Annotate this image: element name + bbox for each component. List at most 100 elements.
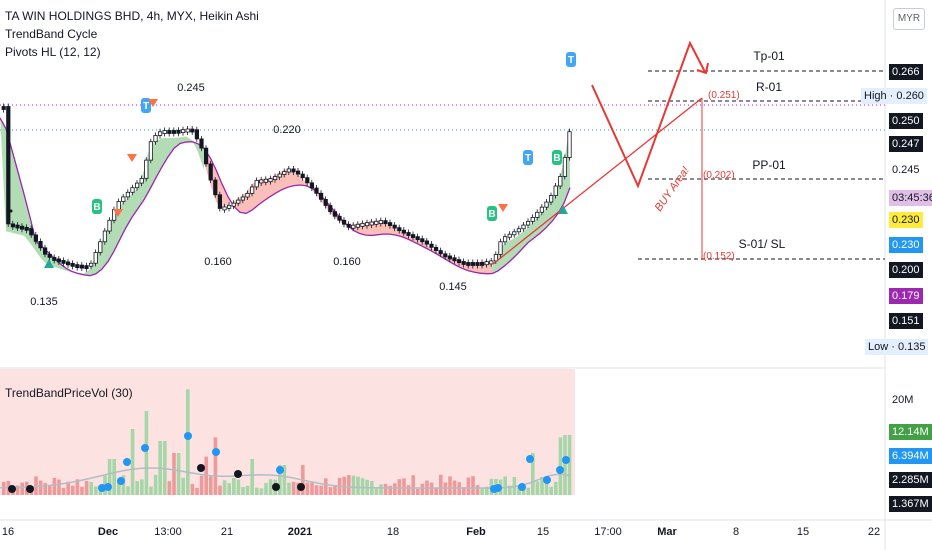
volume-bar bbox=[84, 480, 89, 495]
volume-bar bbox=[48, 484, 52, 495]
volume-bar bbox=[20, 482, 24, 495]
volume-bar bbox=[52, 477, 57, 495]
volume-bar bbox=[66, 481, 70, 495]
candle-body bbox=[553, 185, 558, 196]
volume-bar bbox=[291, 481, 296, 495]
volume-dot-blue bbox=[141, 444, 149, 452]
volume-bar bbox=[163, 441, 167, 495]
price-label: 0.247 bbox=[889, 136, 923, 152]
volume-bar bbox=[181, 477, 185, 495]
price-label: 03:45:36 bbox=[889, 190, 932, 206]
pivot-up-triangle bbox=[558, 205, 568, 214]
signal-markers: B B B T T T bbox=[9, 52, 576, 268]
pivot-dot bbox=[9, 209, 13, 213]
volume-dot-black bbox=[272, 483, 280, 491]
price-label: 0.230 bbox=[889, 212, 923, 228]
candle-body bbox=[544, 201, 549, 208]
volume-bar bbox=[567, 435, 572, 495]
candle-body bbox=[245, 192, 250, 198]
volume-bar bbox=[259, 488, 264, 495]
volume-bar bbox=[388, 485, 392, 495]
candle-body bbox=[512, 231, 517, 236]
candle-body bbox=[438, 250, 443, 255]
volume-bar bbox=[466, 477, 471, 495]
volume-bar bbox=[278, 465, 282, 495]
s-value: (0.152) bbox=[703, 251, 735, 262]
indicator-pivots[interactable]: Pivots HL (12, 12) bbox=[5, 45, 101, 59]
signal-letter: T bbox=[525, 153, 531, 164]
zigzag-arrow bbox=[591, 40, 706, 189]
candle-body bbox=[107, 219, 112, 232]
candle-body bbox=[15, 224, 20, 229]
volume-bar bbox=[544, 476, 549, 495]
volume-bar bbox=[71, 485, 75, 495]
candle-body bbox=[89, 262, 94, 267]
candle-body bbox=[249, 186, 255, 194]
volume-bar bbox=[448, 476, 452, 495]
tp-label: Tp-01 bbox=[753, 49, 785, 63]
candle-body bbox=[383, 220, 388, 225]
pivot-high-1: 0.245 bbox=[177, 82, 205, 94]
r-value: (0.251) bbox=[708, 90, 740, 101]
volume-dots bbox=[8, 432, 570, 493]
volume-bar bbox=[485, 486, 489, 495]
candle-body bbox=[194, 129, 199, 140]
volume-bar bbox=[517, 486, 521, 495]
volume-dot-blue bbox=[543, 476, 551, 484]
volume-bar bbox=[342, 476, 346, 495]
candle-body bbox=[148, 141, 153, 161]
volume-dot-blue bbox=[98, 484, 106, 492]
volume-bar bbox=[383, 483, 388, 495]
volume-dot-blue bbox=[276, 466, 284, 474]
volume-bar bbox=[531, 453, 535, 495]
price-label: 0.179 bbox=[889, 288, 923, 304]
candle-body bbox=[162, 130, 167, 134]
volume-bar bbox=[287, 482, 291, 495]
pivot-low-4: 0.145 bbox=[439, 281, 467, 293]
volume-dot-black bbox=[297, 483, 305, 491]
volume-bar bbox=[462, 487, 466, 495]
candle-body bbox=[10, 223, 15, 228]
time-tick: 17:00 bbox=[594, 526, 622, 538]
volume-bar bbox=[360, 478, 365, 495]
volume-bar bbox=[305, 482, 310, 495]
candle-body bbox=[447, 255, 453, 260]
volume-bar bbox=[319, 485, 323, 495]
volume-bar bbox=[521, 488, 526, 495]
candle-body bbox=[530, 216, 535, 222]
volume-bar bbox=[310, 482, 314, 495]
pivot-down-triangle bbox=[113, 209, 123, 217]
candle-body bbox=[272, 176, 278, 181]
volume-bar bbox=[554, 481, 558, 495]
signal-letter: B bbox=[488, 209, 495, 220]
volume-dot-blue bbox=[518, 483, 526, 491]
volume-bar bbox=[351, 475, 356, 495]
volume-bar bbox=[144, 411, 149, 495]
volume-bar bbox=[140, 479, 144, 495]
volume-bar bbox=[121, 475, 126, 495]
symbol-title[interactable]: TA WIN HOLDINGS BHD, 4h, MYX, Heikin Ash… bbox=[5, 9, 259, 23]
candle-body bbox=[6, 106, 11, 225]
volume-bar bbox=[218, 485, 222, 495]
candle-body bbox=[489, 260, 494, 265]
currency-button[interactable]: MYR bbox=[893, 8, 925, 30]
buy-signal-marker: B bbox=[552, 150, 562, 165]
volume-bar bbox=[535, 481, 540, 495]
volume-bar bbox=[356, 476, 360, 495]
time-tick: 13:00 bbox=[154, 526, 182, 538]
candle-body bbox=[185, 128, 190, 133]
volume-scale-label: 12.14M bbox=[889, 424, 932, 440]
volume-dot-blue bbox=[526, 455, 534, 463]
volume-bar bbox=[549, 486, 553, 495]
candle-body bbox=[328, 205, 333, 213]
candle-body bbox=[429, 243, 434, 248]
candle-body bbox=[452, 257, 457, 262]
volume-indicator-title[interactable]: TrendBandPriceVol (30) bbox=[5, 386, 133, 400]
indicator-trendband[interactable]: TrendBand Cycle bbox=[5, 27, 98, 41]
candle-body bbox=[374, 220, 379, 225]
candle-body bbox=[351, 224, 356, 229]
candle-body bbox=[130, 187, 135, 193]
candle-body bbox=[180, 129, 186, 134]
candle-body bbox=[567, 131, 572, 158]
